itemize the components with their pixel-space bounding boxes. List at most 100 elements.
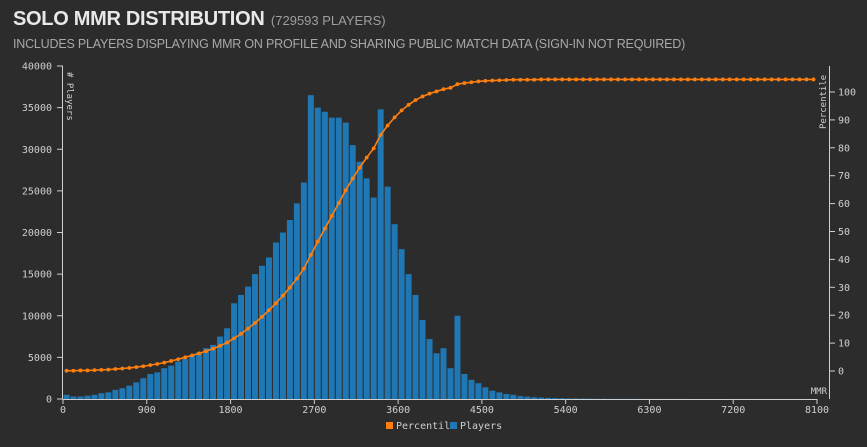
player-bar — [293, 203, 300, 399]
percentile-point — [713, 77, 718, 82]
player-bar — [217, 336, 224, 399]
percentile-point — [232, 336, 236, 341]
percentile-point — [113, 367, 118, 371]
percentile-point — [532, 77, 537, 82]
percentile-point — [315, 239, 320, 244]
percentile-point — [588, 77, 592, 82]
percentile-point — [246, 326, 250, 331]
percentile-point — [623, 77, 627, 82]
percentile-point — [678, 77, 683, 82]
percentile-point — [748, 77, 753, 82]
percentile-point — [267, 308, 271, 313]
y-tick-label: 10000 — [22, 311, 52, 322]
x-tick-label: 7200 — [721, 405, 745, 416]
percentile-point — [741, 77, 746, 82]
player-bar — [203, 348, 210, 399]
y-axis-right: 0 10 20 30 40 50 60 70 80 90 100 — [829, 66, 856, 399]
chart-title: SOLO MMR DISTRIBUTION — [13, 8, 265, 30]
player-bar — [300, 182, 307, 399]
percentile-point — [64, 368, 69, 373]
player-bar — [245, 286, 251, 399]
legend-label-percentile: Percentile — [396, 421, 456, 432]
player-bar — [314, 107, 321, 400]
player-bar — [105, 392, 112, 399]
player-bar — [91, 394, 98, 399]
player-bar — [154, 372, 161, 399]
y2-tick-label: 60 — [838, 199, 850, 210]
percentile-point — [692, 77, 697, 82]
percentile-point — [685, 77, 690, 82]
y-tick-label: 35000 — [22, 103, 52, 114]
player-bar — [84, 395, 91, 399]
percentile-point — [553, 77, 558, 82]
percentile-point — [769, 77, 774, 82]
player-bar — [224, 328, 231, 399]
percentile-point — [378, 133, 383, 137]
player-bar — [566, 398, 573, 399]
percentile-point — [804, 77, 809, 82]
percentile-point — [546, 77, 551, 82]
player-bar — [189, 355, 196, 399]
player-bar — [133, 382, 140, 399]
x-tick-label: 6300 — [637, 405, 661, 416]
percentile-point — [525, 77, 530, 82]
percentile-point — [239, 331, 243, 336]
player-bar — [475, 383, 482, 399]
percentile-point — [790, 77, 795, 82]
y-tick-label: 15000 — [22, 270, 52, 281]
percentile-point — [343, 188, 348, 193]
y-axis-left: 0 5000 10000 15000 20000 25000 30000 35000 40000 — [22, 62, 63, 406]
player-bar — [538, 397, 545, 399]
player-bar — [454, 315, 461, 399]
player-bar — [210, 344, 217, 399]
y2-tick-label: 30 — [838, 283, 850, 294]
percentile-point — [204, 349, 209, 354]
y2-tick-label: 20 — [838, 311, 850, 322]
percentile-point — [455, 82, 460, 87]
player-bar — [328, 117, 335, 400]
percentile-point — [406, 102, 411, 107]
player-bar — [517, 396, 524, 399]
percentile-point — [783, 77, 788, 82]
player-bar — [573, 398, 580, 399]
percentile-point — [448, 85, 453, 90]
percentile-point — [609, 77, 613, 82]
percentile-point — [476, 79, 481, 84]
percentile-point — [581, 77, 586, 82]
chart-legend: Percentile Players — [386, 421, 502, 432]
player-bar — [559, 398, 566, 399]
percentile-point — [706, 77, 711, 82]
percentile-point — [148, 363, 153, 368]
legend-swatch-players — [450, 422, 457, 429]
player-bar — [63, 394, 70, 399]
percentile-point — [99, 367, 104, 372]
player-bar — [175, 361, 182, 399]
y2-tick-label: 80 — [838, 143, 850, 154]
percentile-point — [260, 314, 264, 319]
percentile-point — [225, 340, 229, 345]
percentile-point — [560, 77, 565, 82]
percentile-point — [441, 87, 446, 92]
percentile-point — [197, 351, 202, 356]
percentile-point — [392, 115, 397, 120]
player-bar — [286, 220, 293, 399]
percentile-point — [734, 77, 739, 82]
player-bar — [231, 303, 238, 399]
percentile-point — [92, 368, 97, 373]
percentile-point — [497, 78, 502, 83]
player-bar — [370, 197, 377, 399]
percentile-point — [504, 78, 509, 82]
chart-subtitle: INCLUDES PLAYERS DISPLAYING MMR ON PROFI… — [13, 37, 686, 51]
player-bar — [265, 257, 272, 399]
player-bar — [552, 398, 559, 399]
percentile-point — [301, 266, 306, 271]
percentile-point — [322, 226, 327, 231]
y-tick-label: 5000 — [28, 353, 52, 364]
percentile-point — [630, 77, 634, 82]
player-bar — [147, 374, 154, 399]
player-bar — [447, 368, 454, 399]
player-bar — [377, 109, 384, 399]
percentile-point — [399, 108, 404, 113]
player-bar — [524, 396, 531, 399]
